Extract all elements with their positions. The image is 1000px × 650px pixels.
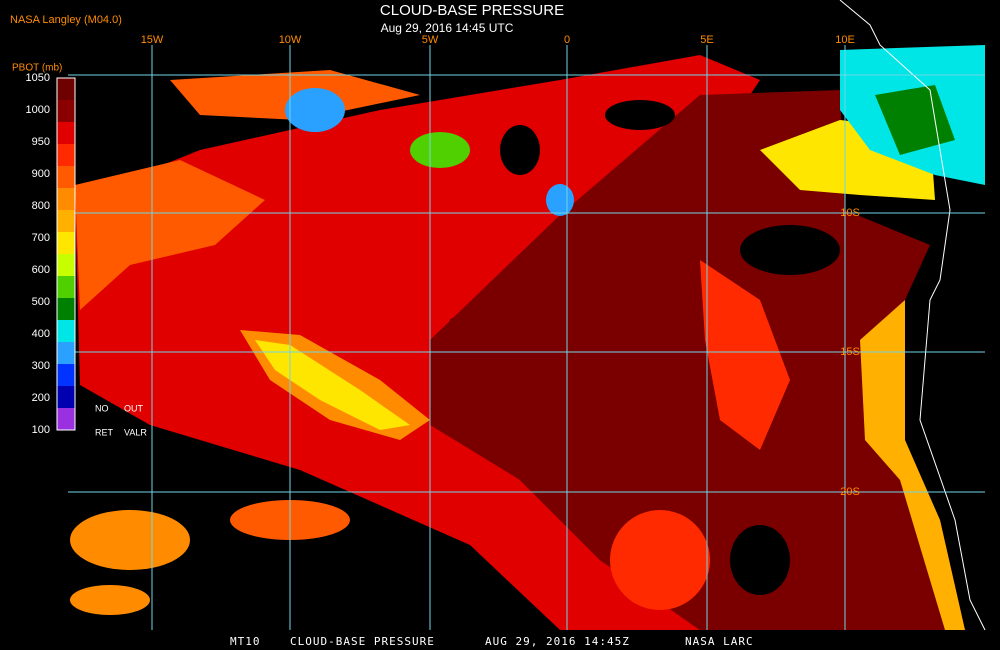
- colorbar-segment: [57, 408, 75, 431]
- colorbar-segment: [57, 364, 75, 387]
- footer-text: MT10: [230, 635, 261, 648]
- colorbar-note: RET: [95, 427, 114, 437]
- colorbar-note: VALR: [124, 427, 147, 437]
- colorbar-tick-label: 1000: [26, 104, 50, 116]
- clear-patch: [740, 225, 840, 275]
- latitude-label: 10S: [840, 207, 860, 219]
- longitude-label: 0: [564, 34, 570, 46]
- colorbar-tick-label: 950: [32, 136, 50, 148]
- latitude-label: 15S: [840, 346, 860, 358]
- cloud-region: [875, 85, 955, 155]
- colorbar-tick-label: 400: [32, 328, 50, 340]
- cloud-region: [255, 340, 410, 430]
- colorbar-tick-label: 200: [32, 392, 50, 404]
- graticule: [68, 45, 985, 630]
- colorbar-segment: [57, 320, 75, 343]
- colorbar-tick-label: 100: [32, 424, 50, 436]
- longitude-label: 5W: [422, 34, 439, 46]
- colorbar-tick-label: 700: [32, 232, 50, 244]
- clear-patch: [730, 525, 790, 595]
- cloud-region: [75, 160, 265, 310]
- colorbar-segment: [57, 100, 75, 123]
- longitude-label: 15W: [141, 34, 164, 46]
- colorbar-frame: [56, 77, 76, 431]
- colorbar-segment: [57, 342, 75, 365]
- cloud-region: [430, 90, 965, 630]
- footer-bar: [0, 632, 1000, 650]
- subtitle: Aug 29, 2016 14:45 UTC: [381, 21, 514, 35]
- footer-text: NASA LARC: [685, 635, 754, 648]
- cloud-patch: [285, 88, 345, 132]
- cloud-region: [860, 300, 965, 630]
- colorbar-segment: [57, 188, 75, 211]
- latitude-label: 20S: [840, 486, 860, 498]
- colorbar-segment: [57, 298, 75, 321]
- colorbar-tick-label: 600: [32, 264, 50, 276]
- colorbar-tick-label: 900: [32, 168, 50, 180]
- cloud-patch: [70, 585, 150, 615]
- clear-patch: [935, 290, 985, 410]
- colorbar-segment: [57, 254, 75, 277]
- colorbar-note: OUT: [124, 403, 144, 413]
- clear-patch: [500, 125, 540, 175]
- colorbar-tick-label: 300: [32, 360, 50, 372]
- colorbar-segment: [57, 78, 75, 101]
- imagery: [68, 0, 986, 631]
- colorbar-segment: [57, 386, 75, 409]
- footer-text: CLOUD-BASE PRESSURE: [290, 635, 435, 648]
- title: CLOUD-BASE PRESSURE: [380, 2, 564, 19]
- colorbar-tick-label: 800: [32, 200, 50, 212]
- longitude-label: 10E: [835, 34, 855, 46]
- clear-patch: [270, 550, 430, 610]
- colorbar-note: NO: [95, 403, 109, 413]
- clear-patch: [605, 100, 675, 130]
- source-label: NASA Langley (M04.0): [10, 14, 122, 26]
- colorbar-segment: [57, 276, 75, 299]
- cloud-patch: [70, 510, 190, 570]
- colorbar-tick-label: 1050: [26, 72, 50, 84]
- cloud-patch: [546, 184, 574, 216]
- colorbar-segment: [57, 210, 75, 233]
- colorbar-segment: [57, 122, 75, 145]
- cloud-patch: [610, 510, 710, 610]
- colorbar-segment: [57, 144, 75, 167]
- cloud-region: [700, 260, 790, 450]
- colorbar-label: PBOT (mb): [12, 63, 62, 74]
- longitude-label: 5E: [700, 34, 713, 46]
- footer-text: AUG 29, 2016 14:45Z: [485, 635, 630, 648]
- cloud-patch: [410, 132, 470, 168]
- colorbar-segment: [57, 232, 75, 255]
- coastline: [839, 0, 986, 631]
- longitude-label: 10W: [279, 34, 302, 46]
- colorbar-tick-label: 500: [32, 296, 50, 308]
- colorbar-segment: [57, 166, 75, 189]
